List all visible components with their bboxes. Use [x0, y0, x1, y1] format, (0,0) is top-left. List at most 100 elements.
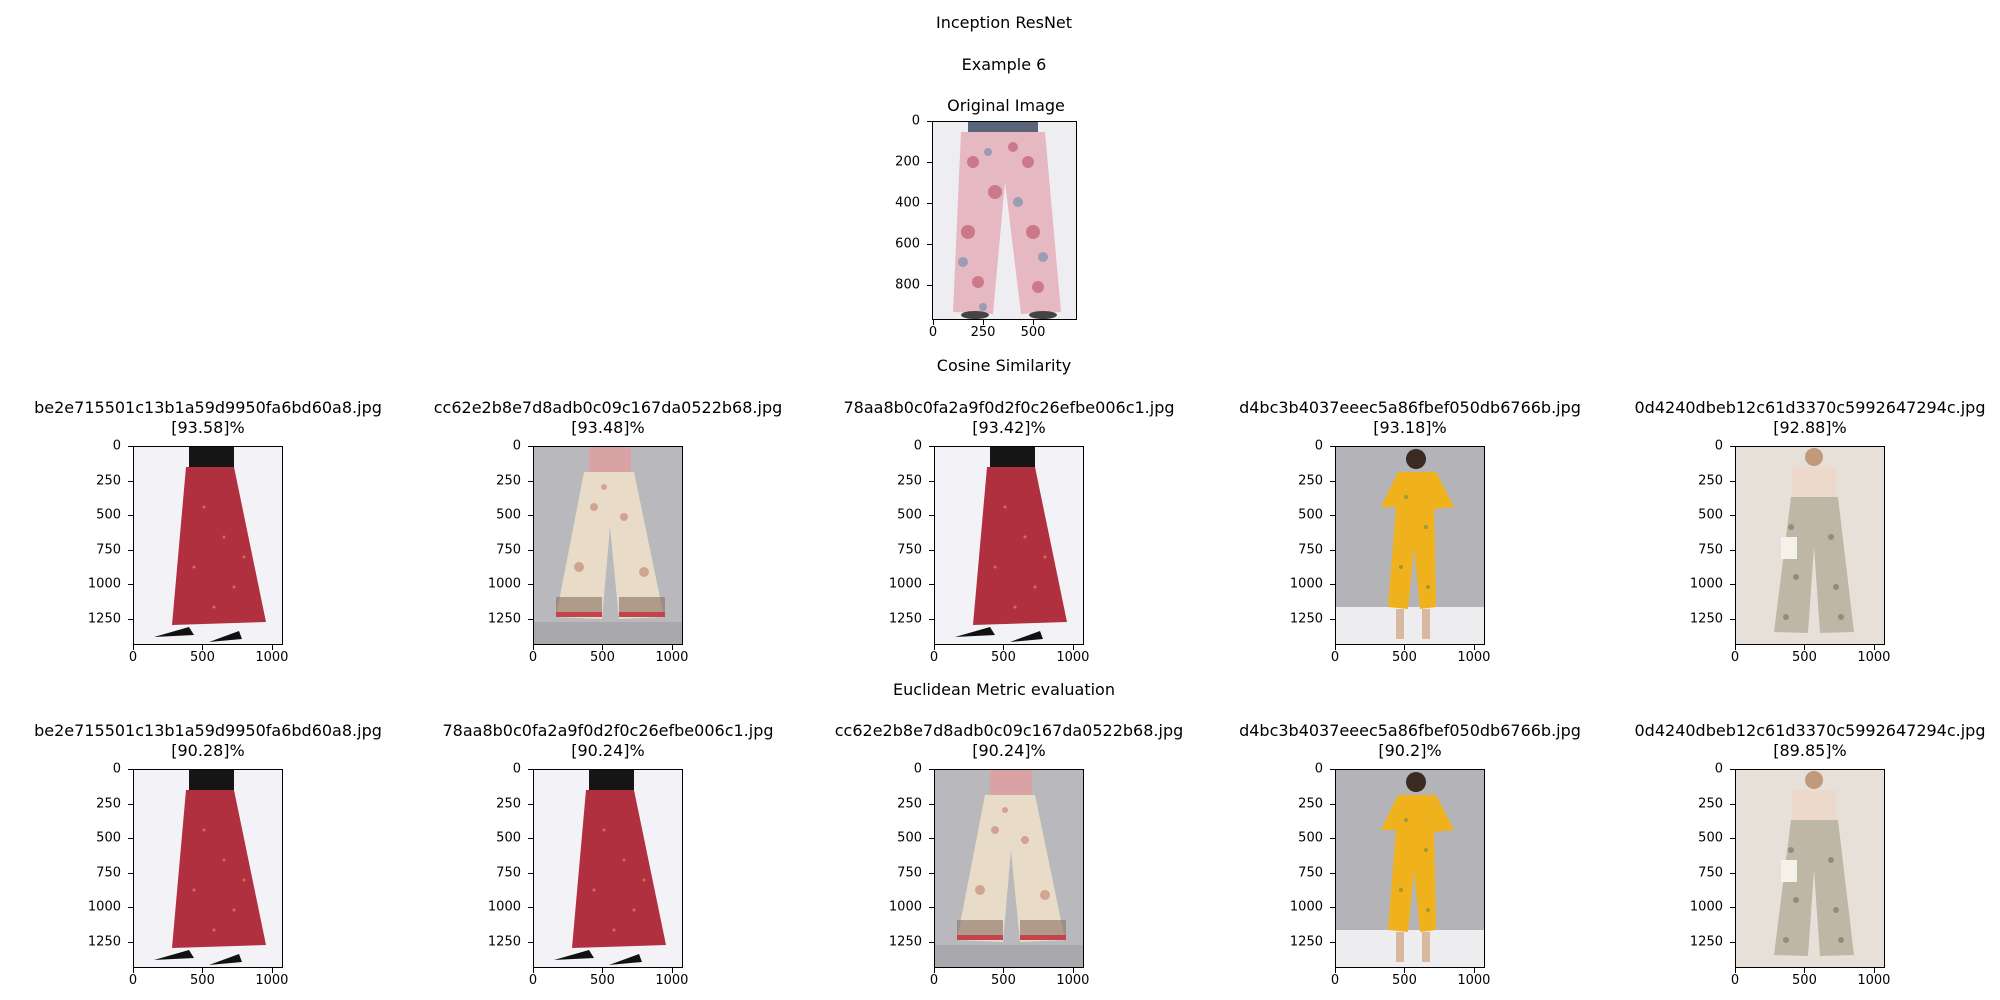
y-tick: 500	[1698, 507, 1723, 523]
y-tick: 250	[496, 473, 521, 489]
x-tick: 0	[929, 973, 939, 988]
y-tick: 250	[1298, 473, 1323, 489]
x-tick: 1000	[655, 973, 689, 988]
y-tick: 600	[895, 236, 920, 252]
result-score: [93.18]%	[1373, 418, 1447, 437]
y-tick: 750	[1698, 542, 1723, 558]
red-maxi-skirt-photo	[134, 770, 282, 967]
y-tick: 0	[1314, 438, 1323, 454]
x-tick: 0	[1730, 973, 1740, 988]
y-tick: 750	[897, 542, 922, 558]
y-tick: 1250	[487, 934, 521, 950]
result-score: [90.24]%	[571, 741, 645, 760]
y-tick: 0	[512, 438, 521, 454]
result-title: d4bc3b4037eeec5a86fbef050db6766b.jpg [93…	[1239, 398, 1581, 438]
y-tick: 1250	[87, 934, 121, 950]
x-tick: 1000	[255, 973, 289, 988]
x-tick: 1000	[1457, 650, 1491, 665]
result-image	[934, 769, 1084, 968]
x-tick: 0	[929, 650, 939, 665]
y-tick: 250	[1698, 796, 1723, 812]
floral-pants-photo	[933, 122, 1076, 319]
x-tick: 500	[1392, 973, 1417, 988]
result-title: cc62e2b8e7d8adb0c09c167da0522b68.jpg [93…	[434, 398, 783, 438]
y-tick: 0	[913, 761, 922, 777]
y-tick: 1000	[1289, 899, 1323, 915]
y-tick: 750	[496, 542, 521, 558]
result-score: [89.85]%	[1773, 741, 1847, 760]
cosine-section-title: Cosine Similarity	[936, 356, 1072, 375]
result-score: [93.58]%	[171, 418, 245, 437]
y-tick: 0	[1714, 761, 1723, 777]
y-tick: 0	[913, 438, 922, 454]
original-image-title: Original Image	[947, 96, 1065, 115]
x-tick: 1000	[1457, 973, 1491, 988]
y-tick: 750	[897, 865, 922, 881]
result-title: 0d4240dbeb12c61d3370c5992647294c.jpg [92…	[1635, 398, 1986, 438]
x-tick: 500	[590, 650, 615, 665]
result-filename: d4bc3b4037eeec5a86fbef050db6766b.jpg	[1239, 398, 1581, 417]
beige-print-palazzo-photo	[1736, 770, 1884, 967]
y-tick: 0	[1314, 761, 1323, 777]
y-tick: 500	[1298, 507, 1323, 523]
result-image	[533, 769, 683, 968]
result-image	[1335, 769, 1485, 968]
y-tick: 750	[1698, 865, 1723, 881]
result-score: [93.42]%	[972, 418, 1046, 437]
x-tick: 1000	[655, 650, 689, 665]
x-tick: 1000	[1056, 973, 1090, 988]
y-tick: 1250	[1689, 611, 1723, 627]
yellow-floral-jumpsuit-photo	[1336, 447, 1484, 644]
y-tick: 1250	[1689, 934, 1723, 950]
x-tick: 500	[1792, 650, 1817, 665]
y-tick: 250	[96, 796, 121, 812]
result-filename: 78aa8b0c0fa2a9f0d2f0c26efbe006c1.jpg	[442, 721, 774, 740]
y-tick: 1250	[1289, 611, 1323, 627]
y-tick: 500	[897, 507, 922, 523]
beige-print-palazzo-photo	[1736, 447, 1884, 644]
y-tick: 750	[496, 865, 521, 881]
y-tick: 1000	[888, 576, 922, 592]
y-tick: 1250	[888, 934, 922, 950]
y-tick: 1000	[888, 899, 922, 915]
result-filename: cc62e2b8e7d8adb0c09c167da0522b68.jpg	[834, 721, 1184, 740]
x-tick: 1000	[1857, 650, 1891, 665]
y-tick: 400	[895, 195, 920, 211]
x-tick: 500	[190, 650, 215, 665]
x-tick: 500	[190, 973, 215, 988]
y-tick: 0	[112, 761, 121, 777]
result-title: be2e715501c13b1a59d9950fa6bd60a8.jpg [90…	[34, 721, 382, 761]
y-tick: 1000	[87, 899, 121, 915]
result-title: cc62e2b8e7d8adb0c09c167da0522b68.jpg [90…	[835, 721, 1184, 761]
y-tick: 750	[1298, 865, 1323, 881]
yellow-floral-jumpsuit-photo	[1336, 770, 1484, 967]
y-tick: 1250	[487, 611, 521, 627]
y-tick: 1250	[1289, 934, 1323, 950]
result-score: [93.48]%	[571, 418, 645, 437]
y-tick: 1000	[487, 899, 521, 915]
y-tick: 500	[1298, 830, 1323, 846]
result-image	[1735, 769, 1885, 968]
y-tick: 750	[96, 865, 121, 881]
x-tick: 0	[128, 650, 138, 665]
x-tick: 500	[1792, 973, 1817, 988]
result-title: 78aa8b0c0fa2a9f0d2f0c26efbe006c1.jpg [93…	[843, 398, 1174, 438]
x-tick: 0	[1730, 650, 1740, 665]
result-filename: d4bc3b4037eeec5a86fbef050db6766b.jpg	[1239, 721, 1581, 740]
x-tick: 500	[590, 973, 615, 988]
result-title: d4bc3b4037eeec5a86fbef050db6766b.jpg [90…	[1239, 721, 1581, 761]
y-tick: 250	[897, 473, 922, 489]
printed-sharara-pants-photo	[534, 447, 682, 644]
result-image	[1335, 446, 1485, 645]
result-score: [90.2]%	[1378, 741, 1442, 760]
result-title: 0d4240dbeb12c61d3370c5992647294c.jpg [89…	[1635, 721, 1986, 761]
y-tick: 750	[1298, 542, 1323, 558]
result-image	[533, 446, 683, 645]
x-tick: 0	[1330, 973, 1340, 988]
result-filename: be2e715501c13b1a59d9950fa6bd60a8.jpg	[34, 721, 382, 740]
x-tick: 500	[991, 650, 1016, 665]
figure-title: Inception ResNet	[935, 13, 1073, 32]
result-filename: 0d4240dbeb12c61d3370c5992647294c.jpg	[1634, 721, 1986, 740]
result-filename: cc62e2b8e7d8adb0c09c167da0522b68.jpg	[433, 398, 783, 417]
result-title: be2e715501c13b1a59d9950fa6bd60a8.jpg [93…	[34, 398, 382, 438]
